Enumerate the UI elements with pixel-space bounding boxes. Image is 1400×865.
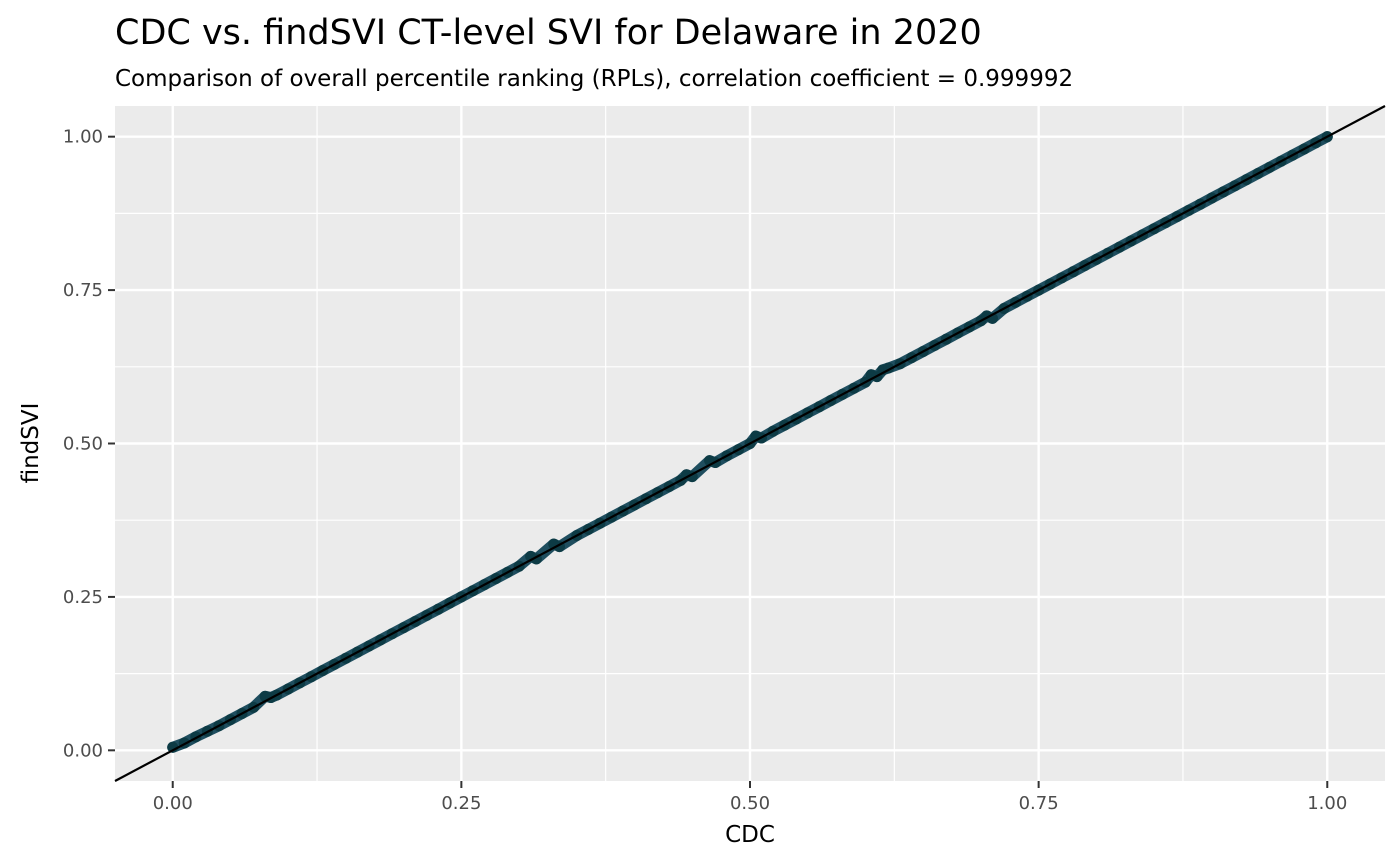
reference-line (114, 105, 1386, 782)
chart-subtitle: Comparison of overall percentile ranking… (115, 66, 1073, 92)
x-tick-label: 1.00 (1307, 793, 1347, 814)
y-tick-label: 1.00 (63, 127, 103, 148)
x-tick-label: 0.00 (153, 793, 193, 814)
y-axis-title: findSVI (18, 403, 44, 484)
x-tick-label: 0.25 (441, 793, 481, 814)
y-tick-label: 0.00 (63, 740, 103, 761)
x-axis-title: CDC (725, 822, 775, 848)
x-tick-label: 0.50 (730, 793, 770, 814)
axis-ticks: 0.00 0.25 0.50 0.75 1.00 0.00 0.25 0.50 0.75 1.00 (63, 127, 1347, 814)
y-tick-label: 0.75 (63, 280, 103, 301)
chart-title: CDC vs. findSVI CT-level SVI for Delawar… (115, 13, 982, 53)
y-tick-label: 0.25 (63, 587, 103, 608)
x-tick-label: 0.75 (1019, 793, 1059, 814)
y-tick-label: 0.50 (63, 434, 103, 455)
